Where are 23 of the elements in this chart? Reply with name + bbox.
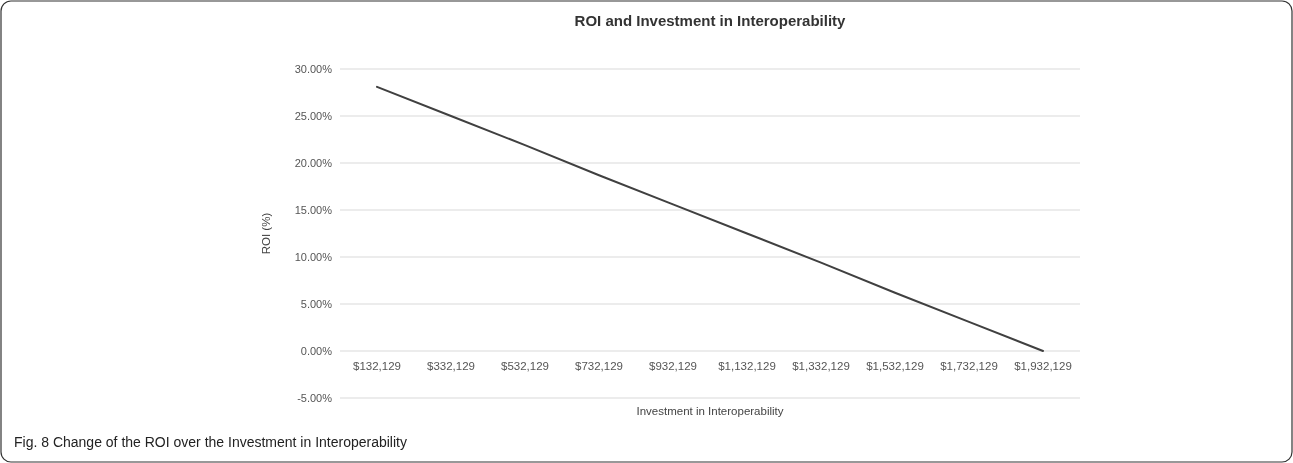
y-tick-label: 0.00% [300, 344, 333, 357]
x-tick-label: $932,129 [649, 360, 697, 372]
x-tick-label: $1,332,129 [792, 360, 850, 372]
y-tick-label: 30.00% [294, 62, 333, 75]
x-tick-label: $132,129 [353, 360, 401, 372]
x-axis-title: Investment in Interoperability [636, 405, 784, 417]
chart-title: ROI and Investment in Interoperability [574, 12, 847, 29]
x-tick-label: $332,129 [427, 360, 475, 372]
x-tick-label: $532,129 [501, 360, 549, 372]
x-tick-label: $732,129 [575, 360, 623, 372]
y-tick-label: 25.00% [294, 109, 333, 122]
y-tick-label: -5.00% [297, 391, 333, 404]
x-tick-label: $1,932,129 [1014, 360, 1072, 372]
x-tick-label: $1,132,129 [718, 360, 776, 372]
y-tick-label: 5.00% [300, 297, 333, 310]
x-tick-label: $1,532,129 [866, 360, 924, 372]
y-tick-label: 15.00% [294, 203, 333, 216]
x-tick-label: $1,732,129 [940, 360, 998, 372]
y-tick-label: 10.00% [294, 250, 333, 263]
caption: Fig. 8 Change of the ROI over the Investment in Interoperability [14, 434, 407, 450]
line-series [376, 85, 1044, 352]
y-axis-title: ROI (%) [260, 212, 272, 255]
y-tick-label: 20.00% [294, 156, 333, 169]
